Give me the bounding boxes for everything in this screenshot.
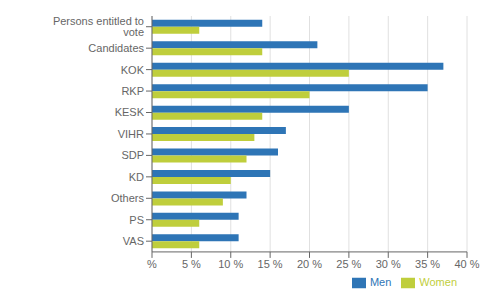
svg-text:VIHR: VIHR: [118, 128, 144, 140]
html-text:Women: Women: [419, 275, 457, 288]
svg-text:KESK: KESK: [115, 106, 145, 118]
svg-text:30 %: 30 %: [376, 258, 401, 270]
svg-text:10 %: 10 %: [218, 258, 243, 270]
svg-text:5 %: 5 %: [182, 258, 201, 270]
svg-text:VAS: VAS: [123, 235, 144, 247]
svg-text:40 %: 40 %: [454, 258, 479, 270]
svg-text:RKP: RKP: [121, 85, 144, 97]
svg-text:15 %: 15 %: [258, 258, 283, 270]
svg-text:SDP: SDP: [121, 149, 144, 161]
svg-text:25 %: 25 %: [336, 258, 361, 270]
svg-text:Persons entitled tovote: Persons entitled tovote: [53, 15, 144, 38]
svg-text:KD: KD: [129, 171, 144, 183]
svg-text:PS: PS: [129, 214, 144, 226]
svg-text:35 %: 35 %: [415, 258, 440, 270]
html-text:Men: Men: [369, 275, 392, 288]
svg-text:20 %: 20 %: [297, 258, 322, 270]
svg-text:%: %: [147, 258, 157, 270]
svg-text:Candidates: Candidates: [88, 42, 144, 54]
svg-text:Others: Others: [111, 192, 145, 204]
svg-text:KOK: KOK: [121, 64, 145, 76]
